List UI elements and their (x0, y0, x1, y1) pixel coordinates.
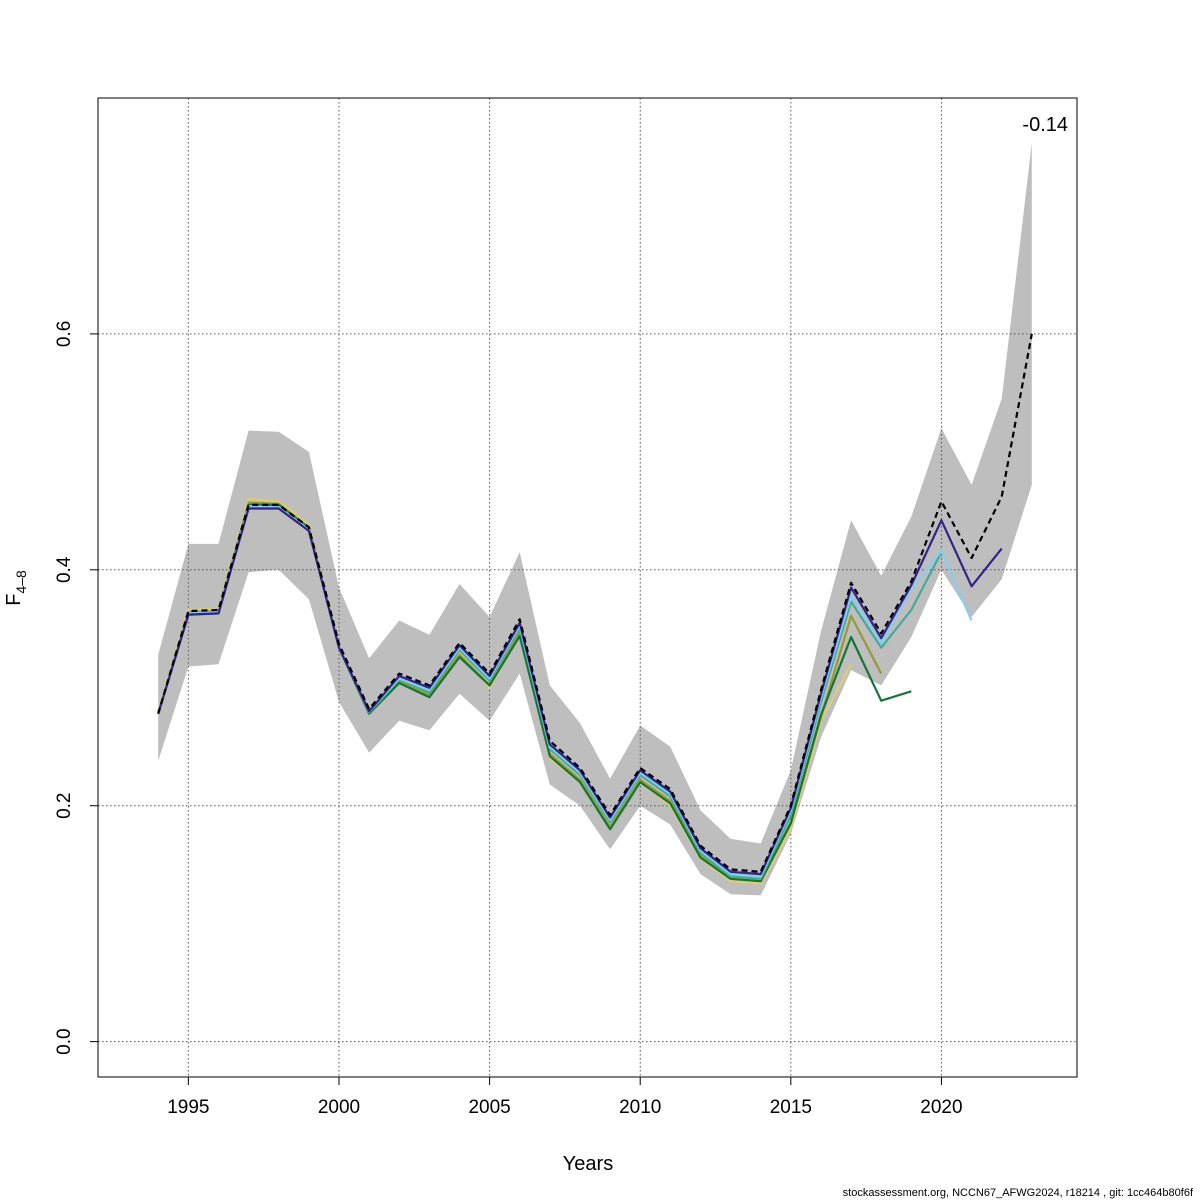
confidence-band (158, 142, 1032, 896)
x-tick-label: 2010 (619, 1097, 661, 1118)
y-axis-title-subscript: 4–8 (13, 570, 29, 594)
confidence-band-layer (158, 142, 1032, 896)
y-axis-title: F4–8 (3, 570, 29, 606)
x-axis: 1995 2000 2005 2010 2015 2020 (167, 1077, 963, 1118)
x-tick-label: 2020 (920, 1097, 962, 1118)
y-tick-label: 0.0 (54, 1028, 75, 1054)
x-tick-label: 2005 (468, 1097, 510, 1118)
series-line-332288 (157, 507, 1003, 876)
y-tick-label: 0.6 (54, 321, 75, 347)
footer-credit: stockassessment.org, NCCN67_AFWG2024, r1… (843, 1187, 1194, 1199)
retro-rho-annotation: -0.14 (1022, 114, 1068, 136)
plot-frame (97, 97, 1078, 1078)
y-axis-title-base: F (3, 594, 25, 606)
y-axis: 0.0 0.2 0.4 0.6 (54, 321, 98, 1055)
y-tick-label: 0.4 (54, 556, 75, 583)
series-line-000000 (157, 333, 1033, 873)
x-tick-label: 2015 (770, 1097, 812, 1118)
y-tick-label: 0.2 (54, 792, 75, 818)
x-axis-title: Years (563, 1153, 613, 1175)
x-tick-label: 1995 (167, 1097, 209, 1118)
grid-layer (98, 98, 1077, 1077)
x-tick-label: 2000 (318, 1097, 360, 1118)
series-layer (157, 333, 1033, 885)
